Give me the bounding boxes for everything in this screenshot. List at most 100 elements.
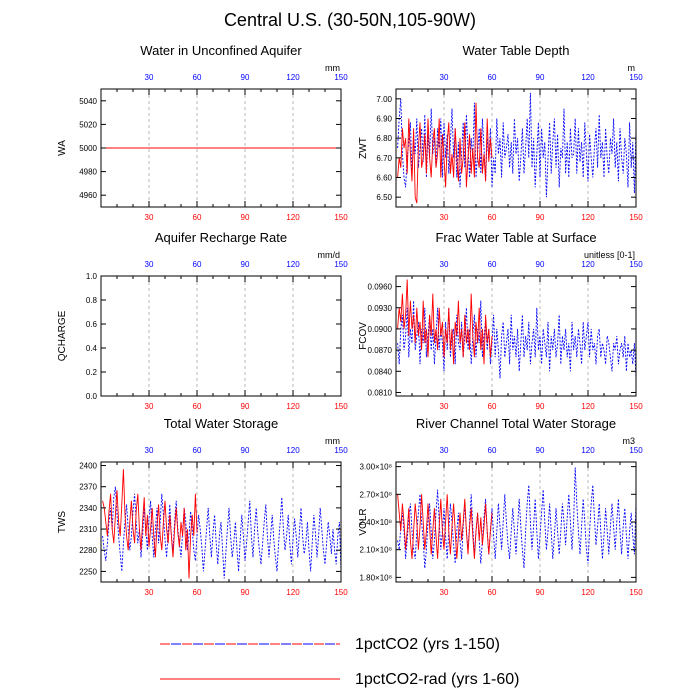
x-tick-label-top: 120 — [581, 73, 595, 82]
y-tick-label: 2280 — [79, 546, 97, 555]
y-tick-label: 2400 — [79, 462, 97, 471]
series-line-1 — [397, 494, 493, 559]
units-label: m — [628, 63, 636, 73]
y-axis-label: FCOV — [358, 322, 369, 350]
x-tick-label-top: 60 — [193, 73, 202, 82]
y-axis-label: TWS — [57, 511, 68, 534]
x-tick-label-top: 150 — [629, 73, 643, 82]
x-tick-label-bottom: 150 — [334, 588, 348, 597]
x-tick-label-bottom: 120 — [581, 588, 595, 597]
x-tick-label-top: 30 — [145, 260, 154, 269]
legend-label-1: 1pctCO2-rad (yrs 1-60) — [355, 671, 520, 688]
x-tick-label-top: 60 — [488, 73, 497, 82]
y-tick-label: 0.0870 — [368, 346, 393, 355]
x-tick-label-top: 150 — [629, 260, 643, 269]
x-tick-label-bottom: 90 — [536, 402, 545, 411]
panel-3: Frac Water Table at Surface unitless [0-1… — [358, 230, 643, 411]
x-tick-label-bottom: 30 — [145, 402, 154, 411]
x-tick-label-top: 150 — [334, 260, 348, 269]
x-tick-label-top: 150 — [334, 446, 348, 455]
x-tick-label-bottom: 150 — [629, 402, 643, 411]
panel-title: Frac Water Table at Surface — [435, 230, 596, 245]
x-tick-label-bottom: 150 — [629, 588, 643, 597]
y-tick-label: 2.70×10⁸ — [359, 490, 392, 499]
y-tick-label: 0.0960 — [368, 283, 393, 292]
y-tick-label: 4980 — [79, 168, 97, 177]
x-tick-label-top: 30 — [145, 73, 154, 82]
x-tick-label-top: 150 — [334, 73, 348, 82]
y-tick-label: 5040 — [79, 97, 97, 106]
y-tick-label: 6.70 — [376, 154, 392, 163]
x-tick-label-bottom: 60 — [193, 588, 202, 597]
x-tick-label-top: 30 — [440, 446, 449, 455]
y-tick-label: 0.8 — [86, 296, 98, 305]
y-axis-label: VOLR — [358, 508, 369, 535]
x-tick-label-bottom: 60 — [488, 588, 497, 597]
x-tick-label-top: 60 — [488, 446, 497, 455]
y-tick-label: 2.40×10⁸ — [359, 518, 392, 527]
y-tick-label: 6.90 — [376, 115, 392, 124]
x-tick-label-bottom: 120 — [581, 402, 595, 411]
x-tick-label-bottom: 90 — [241, 402, 250, 411]
y-tick-label: 2310 — [79, 525, 97, 534]
y-tick-label: 2.10×10⁸ — [359, 546, 392, 555]
units-label: unitless [0-1] — [584, 250, 635, 260]
panel-title: Water Table Depth — [463, 43, 570, 58]
series-line-1 — [397, 102, 493, 204]
y-tick-label: 1.0 — [86, 272, 98, 281]
y-tick-label: 7.00 — [376, 95, 392, 104]
legend-swatch-0 — [160, 643, 340, 645]
series-line-1 — [102, 469, 198, 579]
x-tick-label-bottom: 120 — [286, 213, 300, 222]
y-tick-label: 6.80 — [376, 134, 392, 143]
x-tick-label-bottom: 120 — [286, 402, 300, 411]
x-tick-label-bottom: 30 — [440, 213, 449, 222]
x-tick-label-top: 60 — [193, 260, 202, 269]
series-line-0 — [102, 486, 342, 579]
x-tick-label-bottom: 90 — [536, 213, 545, 222]
x-tick-label-bottom: 150 — [334, 213, 348, 222]
series-line-1 — [397, 279, 493, 365]
x-tick-label-bottom: 120 — [581, 213, 595, 222]
panel-2: Aquifer Recharge Rate mm/d 0.0 0.2 0.4 0.6 0.8… — [57, 230, 348, 411]
y-tick-label: 0.0 — [86, 392, 98, 401]
y-tick-label: 5000 — [79, 144, 97, 153]
x-tick-label-bottom: 150 — [334, 402, 348, 411]
y-tick-label: 0.0840 — [368, 367, 393, 376]
y-tick-label: 6.60 — [376, 174, 392, 183]
x-tick-label-top: 30 — [440, 73, 449, 82]
y-tick-label: 3.00×10⁸ — [359, 463, 392, 472]
x-tick-label-bottom: 60 — [193, 213, 202, 222]
y-tick-label: 4960 — [79, 191, 97, 200]
x-tick-label-top: 120 — [286, 446, 300, 455]
x-tick-label-top: 120 — [581, 446, 595, 455]
x-tick-label-bottom: 120 — [286, 588, 300, 597]
y-tick-label: 0.0930 — [368, 304, 393, 313]
legend-label-0: 1pctCO2 (yrs 1-150) — [355, 636, 500, 653]
x-tick-label-top: 90 — [536, 73, 545, 82]
plot-frame — [100, 275, 342, 397]
plot-frame — [395, 88, 637, 208]
x-tick-label-top: 90 — [241, 446, 250, 455]
y-tick-label: 2250 — [79, 567, 97, 576]
x-tick-label-top: 90 — [241, 260, 250, 269]
plot-frame — [100, 461, 342, 583]
x-tick-label-bottom: 30 — [145, 588, 154, 597]
x-tick-label-top: 120 — [286, 73, 300, 82]
panel-title: Water in Unconfined Aquifer — [140, 43, 302, 58]
series-line-0 — [397, 300, 637, 379]
x-tick-label-top: 150 — [629, 446, 643, 455]
units-label: mm/d — [318, 250, 341, 260]
units-label: m3 — [622, 436, 635, 446]
panel-0: Water in Unconfined Aquifer mm 4960 4980 500… — [57, 43, 348, 222]
y-tick-label: 0.0900 — [368, 325, 393, 334]
y-tick-label: 5020 — [79, 120, 97, 129]
x-tick-label-bottom: 150 — [629, 213, 643, 222]
y-tick-label: 1.80×10⁸ — [359, 573, 392, 582]
x-tick-label-top: 120 — [286, 260, 300, 269]
x-tick-label-bottom: 30 — [440, 402, 449, 411]
legend-swatch-1 — [160, 678, 340, 680]
x-tick-label-top: 90 — [536, 260, 545, 269]
x-tick-label-top: 60 — [193, 446, 202, 455]
